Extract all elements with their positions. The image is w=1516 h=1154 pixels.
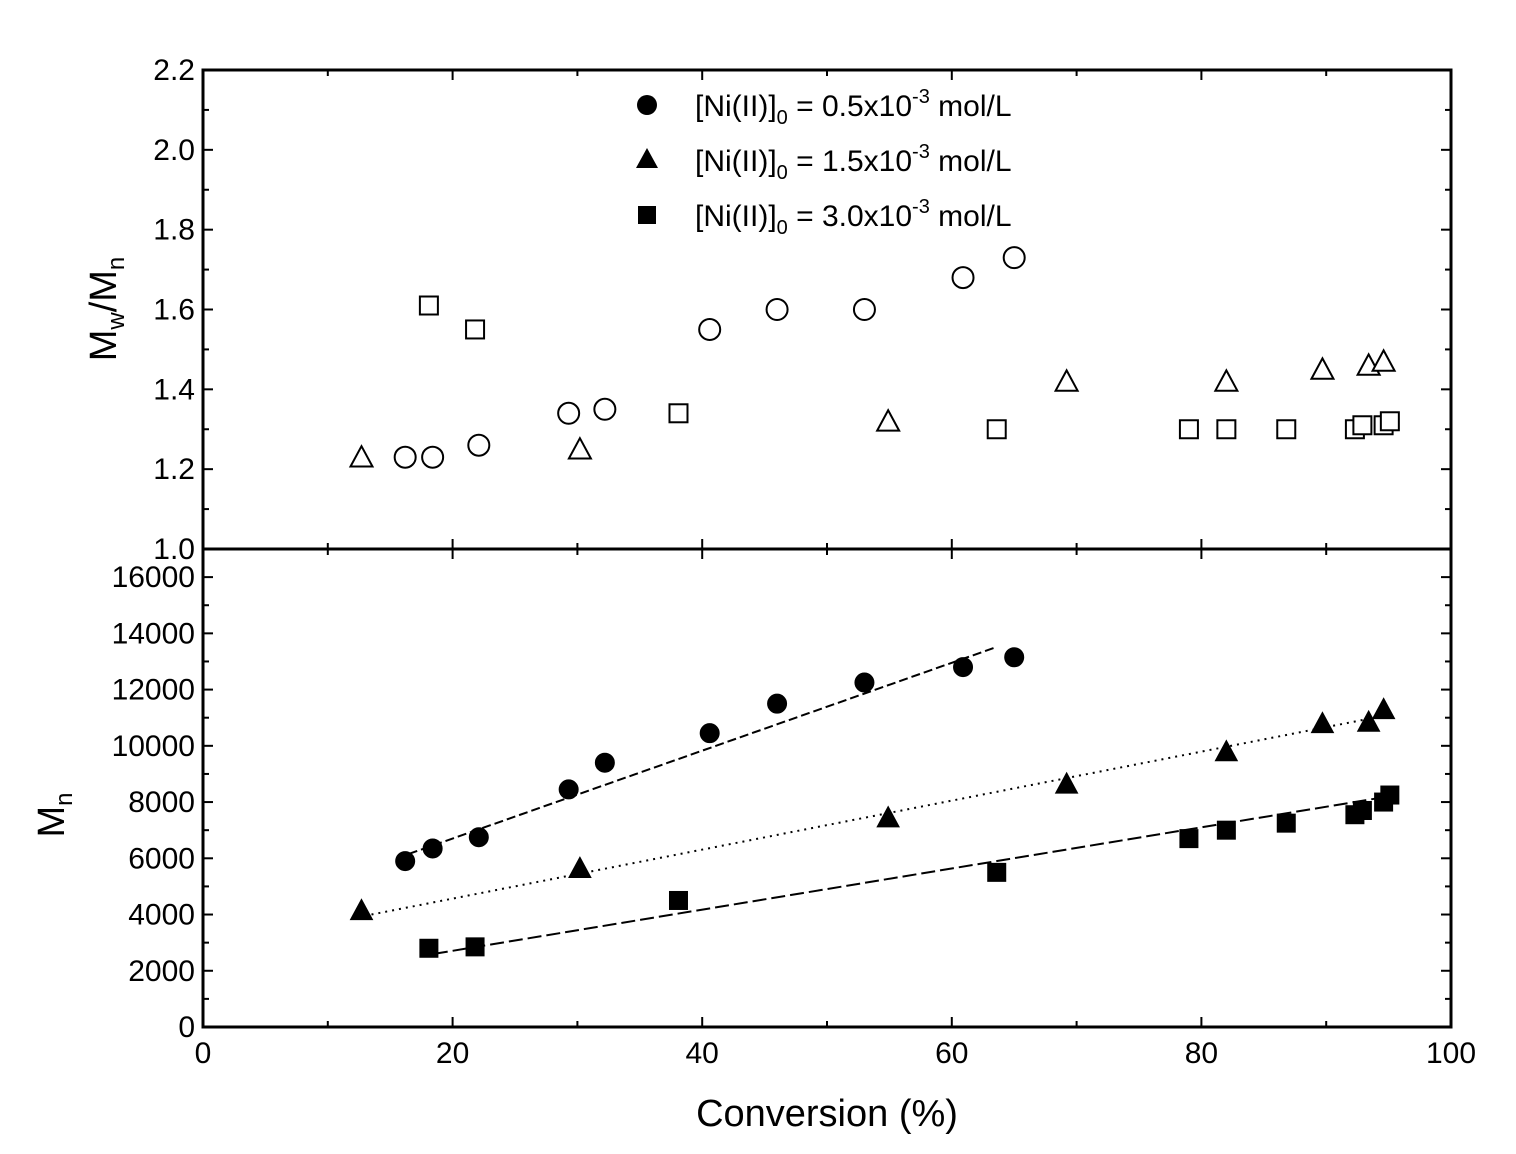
bottom-point-square: [987, 862, 1007, 882]
top-y-axis-title-text: Mw/Mn: [83, 257, 130, 362]
fit-line-circle: [396, 646, 996, 860]
top-point-square: [418, 295, 439, 316]
legend-label-0: [Ni(II)]0 = 0.5x10-3 mol/L: [695, 86, 1012, 129]
bottom-y-tick-label: 2000: [128, 955, 195, 988]
data-markers: [348, 246, 1400, 958]
bottom-point-square: [465, 937, 485, 957]
x-tick-label: 40: [686, 1037, 719, 1070]
top-point-square: [465, 319, 486, 340]
bottom-y-axis-title: Mn: [31, 792, 78, 837]
top-point-circle: [593, 397, 617, 421]
bottom-point-square: [1179, 829, 1199, 849]
top-point-square: [1276, 419, 1297, 440]
x-axis-title: Conversion (%): [696, 1093, 958, 1135]
legend-entry-1: [Ni(II)]0 = 1.5x10-3 mol/L: [636, 141, 1012, 184]
bottom-panel-ticks: 0 2000 4000 6000 8000 10000 12000 14000 16000 0 20…: [112, 548, 1476, 1070]
top-point-square: [1178, 419, 1199, 440]
top-point-triangle: [567, 436, 593, 460]
top-point-circle: [393, 445, 417, 469]
bottom-y-tick-label: 16000: [112, 561, 195, 594]
top-point-triangle: [875, 408, 901, 432]
top-point-circle: [698, 317, 722, 341]
legend-marker-square: [638, 206, 656, 224]
top-y-tick-label: 1.8: [153, 214, 195, 247]
bottom-point-triangle: [349, 898, 374, 921]
bottom-point-circle: [767, 693, 788, 714]
legend-marker-circle: [637, 95, 657, 115]
x-tick-label: 0: [195, 1037, 212, 1070]
top-point-triangle: [1309, 356, 1336, 380]
bottom-point-triangle: [1214, 739, 1239, 762]
bottom-point-circle: [953, 657, 974, 678]
bottom-point-square: [419, 938, 439, 958]
bottom-point-triangle: [568, 856, 592, 878]
bottom-point-circle: [395, 851, 416, 872]
bottom-point-triangle: [1310, 711, 1335, 734]
legend-label-1: [Ni(II)]0 = 1.5x10-3 mol/L: [695, 141, 1012, 184]
bottom-point-triangle: [876, 805, 900, 828]
top-point-triangle: [1053, 368, 1080, 392]
top-y-tick-label: 1.0: [153, 533, 195, 566]
top-point-square: [986, 419, 1007, 440]
top-panel-frame: [201, 68, 1453, 551]
legend-entry-0: [Ni(II)]0 = 0.5x10-3 mol/L: [637, 86, 1012, 129]
top-panel-ticks: 1.0 1.2 1.4 1.6 1.8 2.0 2.2: [153, 54, 1452, 566]
top-y-tick-label: 1.4: [153, 373, 195, 406]
legend-label-2: [Ni(II)]0 = 3.0x10-3 mol/L: [695, 196, 1012, 239]
legend: [Ni(II)]0 = 0.5x10-3 mol/L [Ni(II)]0 = 1…: [636, 86, 1012, 239]
top-point-circle: [557, 401, 581, 425]
top-y-tick-label: 1.6: [153, 294, 195, 327]
x-tick-label: 60: [935, 1037, 968, 1070]
top-y-axis-title: Mw/Mn: [83, 257, 130, 362]
bottom-point-triangle: [1371, 697, 1396, 720]
bottom-point-square: [1276, 813, 1296, 833]
bottom-point-circle: [699, 723, 720, 744]
bottom-point-triangle: [1054, 771, 1079, 794]
top-point-circle: [951, 266, 975, 290]
bottom-y-tick-label: 0: [178, 1011, 195, 1044]
top-point-square: [1216, 419, 1237, 440]
bottom-point-square: [1352, 800, 1372, 820]
top-point-circle: [1002, 246, 1026, 270]
top-y-tick-label: 1.2: [153, 453, 195, 486]
x-tick-label: 100: [1426, 1037, 1476, 1070]
x-tick-label: 80: [1185, 1037, 1218, 1070]
top-point-triangle: [1213, 368, 1240, 392]
top-y-tick-label: 2.2: [153, 54, 195, 87]
bottom-y-tick-label: 14000: [112, 617, 195, 650]
legend-entry-2: [Ni(II)]0 = 3.0x10-3 mol/L: [638, 196, 1012, 239]
top-point-square: [1379, 411, 1400, 432]
top-point-circle: [467, 433, 491, 457]
bottom-y-axis-title-text: Mn: [31, 792, 78, 837]
bottom-point-square: [1216, 820, 1236, 840]
bottom-point-circle: [468, 827, 489, 848]
bottom-point-circle: [558, 779, 579, 800]
bottom-point-square: [668, 890, 688, 910]
bottom-panel-frame: [201, 547, 1453, 1029]
bottom-point-circle: [854, 672, 875, 693]
x-tick-label: 20: [436, 1037, 469, 1070]
top-point-square: [1352, 415, 1373, 436]
bottom-y-tick-label: 10000: [112, 730, 195, 763]
bottom-y-tick-label: 8000: [128, 786, 195, 819]
top-point-circle: [852, 298, 876, 321]
top-y-tick-label: 2.0: [153, 134, 195, 167]
bottom-y-tick-label: 4000: [128, 899, 195, 932]
top-point-triangle: [1370, 348, 1397, 372]
bottom-point-circle: [1004, 647, 1025, 668]
bottom-point-circle: [422, 838, 443, 859]
top-point-triangle: [348, 444, 375, 468]
bottom-point-triangle: [1356, 709, 1381, 732]
top-point-circle: [765, 298, 789, 321]
fit-lines: [371, 646, 1389, 955]
fit-line-triangle: [371, 713, 1389, 916]
bottom-point-square: [1380, 785, 1400, 805]
top-point-square: [668, 403, 689, 424]
bottom-y-tick-label: 12000: [112, 674, 195, 707]
bottom-y-tick-label: 6000: [128, 842, 195, 875]
legend-marker-triangle: [636, 148, 658, 168]
bottom-point-circle: [594, 752, 615, 773]
top-point-circle: [421, 445, 445, 469]
